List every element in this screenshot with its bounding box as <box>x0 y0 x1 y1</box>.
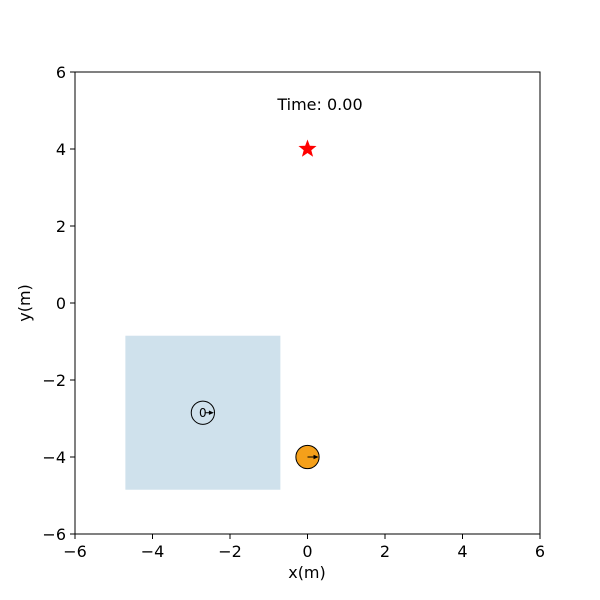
y-tick-label: −6 <box>42 525 66 544</box>
y-tick-label: 0 <box>56 294 66 313</box>
y-tick-label: −4 <box>42 448 66 467</box>
agent-0-label: 0 <box>199 406 207 420</box>
agent-0-circle <box>190 400 215 425</box>
x-tick-label: −4 <box>141 542 165 561</box>
region-rect <box>125 335 281 490</box>
goal-star-marker <box>298 139 317 157</box>
y-tick-label: 6 <box>56 63 66 82</box>
x-axis-ticks: −6 −4 −2 0 2 4 6 <box>63 534 545 561</box>
x-tick-label: −6 <box>63 542 87 561</box>
x-tick-label: 6 <box>535 542 545 561</box>
x-tick-label: 4 <box>457 542 467 561</box>
y-tick-label: 4 <box>56 140 66 159</box>
y-tick-label: 2 <box>56 217 66 236</box>
time-text: Time: 0.00 <box>276 95 362 114</box>
y-tick-label: −2 <box>42 371 66 390</box>
y-axis-label: y(m) <box>15 284 34 322</box>
x-axis-label: x(m) <box>288 563 326 582</box>
x-tick-label: −2 <box>218 542 242 561</box>
y-axis-ticks: −6 −4 −2 0 2 4 6 <box>42 63 75 544</box>
x-tick-label: 0 <box>302 542 312 561</box>
x-tick-label: 2 <box>380 542 390 561</box>
agent-0-heading-arrowhead <box>208 410 214 415</box>
agents-layer: 0 <box>190 400 320 470</box>
agent-robot-heading-arrowhead <box>313 454 319 460</box>
